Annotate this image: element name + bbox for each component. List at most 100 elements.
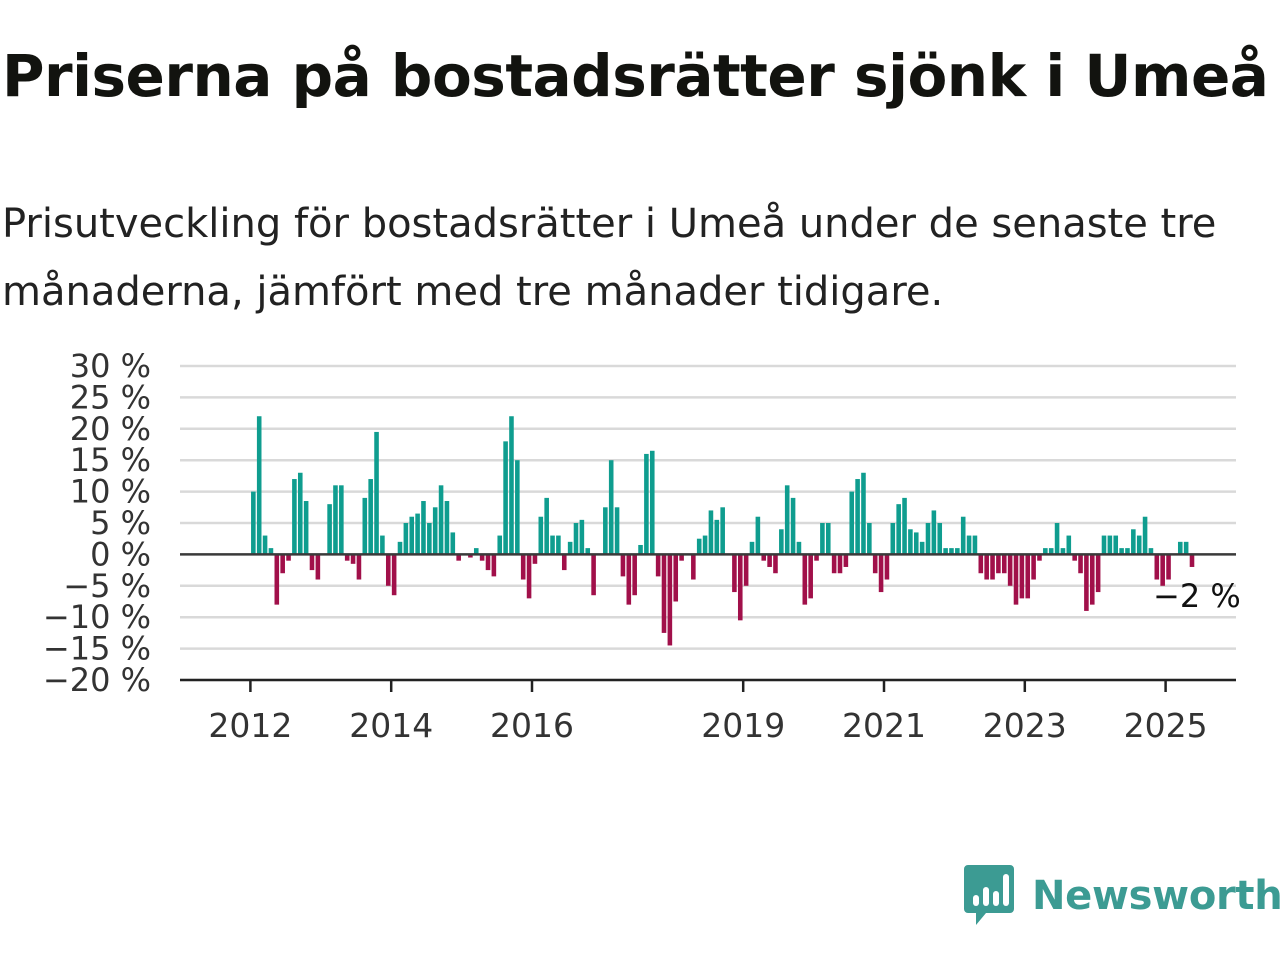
bar <box>556 535 561 555</box>
bar <box>1160 554 1165 586</box>
bar <box>309 554 315 571</box>
bar <box>274 554 280 605</box>
bar <box>1101 535 1107 555</box>
bar <box>444 501 450 555</box>
bar <box>1089 554 1095 605</box>
bar <box>820 523 825 555</box>
bar <box>691 554 696 580</box>
bar <box>1183 541 1189 555</box>
bar <box>913 532 919 555</box>
bar <box>286 554 291 561</box>
bar <box>344 554 350 561</box>
bar <box>755 516 761 555</box>
bar <box>908 529 913 555</box>
y-tick-label: 25 % <box>70 378 151 416</box>
brand: Newsworthy <box>964 864 1280 928</box>
grid-lines <box>180 364 1236 682</box>
bar <box>579 519 585 555</box>
bar <box>1019 554 1025 599</box>
bar <box>391 554 397 596</box>
bar <box>655 554 661 577</box>
bar <box>491 554 497 577</box>
annotations: −2 % <box>1153 577 1241 615</box>
y-tick-label: −20 % <box>43 661 151 699</box>
bar <box>1037 554 1042 561</box>
bar <box>456 554 461 561</box>
bar <box>268 548 274 555</box>
bar <box>743 554 749 586</box>
bar <box>667 554 673 646</box>
bar <box>779 529 784 555</box>
y-tick-label: 15 % <box>70 441 151 479</box>
bar <box>397 541 403 555</box>
bar-chart: 30 %25 %20 %15 %10 %5 %0 %−5 %−10 %−15 %… <box>43 347 1241 745</box>
bar <box>538 516 544 555</box>
bar <box>356 554 362 580</box>
bar <box>784 485 790 555</box>
bar <box>931 510 937 555</box>
bar <box>550 535 555 555</box>
bar <box>532 554 538 564</box>
bar <box>620 554 626 577</box>
bar <box>327 504 332 555</box>
bar <box>297 472 303 555</box>
bar <box>1066 535 1072 555</box>
bar <box>884 554 890 580</box>
bar <box>714 519 720 555</box>
bar <box>849 491 855 555</box>
y-tick-label: 20 % <box>70 410 151 448</box>
bar <box>1166 554 1171 580</box>
bar <box>867 523 872 555</box>
bar <box>960 516 966 555</box>
bar <box>955 548 960 555</box>
bar <box>380 535 385 555</box>
bar <box>450 532 456 555</box>
bar <box>315 554 321 580</box>
bar <box>409 516 415 555</box>
bar <box>831 554 837 574</box>
bar <box>1095 554 1101 593</box>
bar <box>732 554 737 593</box>
bar <box>1148 548 1154 555</box>
bar <box>737 554 743 621</box>
bar <box>796 541 802 555</box>
bar <box>591 554 596 596</box>
bar <box>843 554 849 567</box>
bar <box>1054 523 1060 555</box>
axes <box>180 553 1236 682</box>
bar <box>1119 548 1124 555</box>
bar <box>256 416 262 555</box>
bar <box>890 523 896 555</box>
bar <box>350 554 356 564</box>
bar <box>1113 535 1119 555</box>
bar <box>432 507 438 555</box>
x-tick-label: 2025 <box>1124 706 1208 745</box>
bar <box>825 523 831 555</box>
bar <box>262 535 268 555</box>
bar <box>802 554 808 605</box>
bar <box>1013 554 1019 605</box>
bar <box>1025 554 1031 599</box>
x-tick-label: 2016 <box>490 706 574 745</box>
bar <box>503 441 508 555</box>
bar <box>1107 535 1113 555</box>
x-tick-label: 2012 <box>208 706 292 745</box>
bar <box>626 554 632 605</box>
bar <box>638 544 643 555</box>
bar <box>1131 529 1136 555</box>
bar <box>403 523 409 555</box>
bar <box>978 554 984 574</box>
bar <box>415 513 420 555</box>
bar <box>808 554 813 599</box>
bar <box>679 554 684 561</box>
bar <box>708 510 714 555</box>
x-tick-label: 2014 <box>349 706 433 745</box>
bar <box>1154 554 1160 580</box>
bar <box>872 554 878 574</box>
x-tick-label: 2023 <box>983 706 1067 745</box>
bar <box>1142 516 1148 555</box>
bar <box>468 554 473 558</box>
bar <box>292 479 297 555</box>
bar <box>1060 548 1066 555</box>
